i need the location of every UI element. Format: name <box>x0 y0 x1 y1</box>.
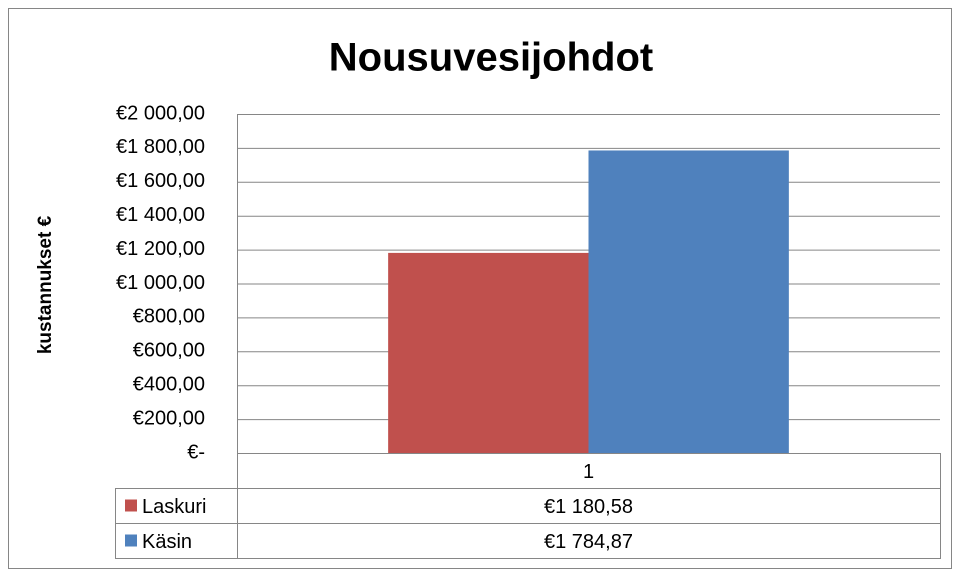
y-tick-label: €- <box>187 441 205 463</box>
y-tick-label: €2 000,00 <box>116 102 205 124</box>
y-tick-label: €1 000,00 <box>116 272 205 294</box>
data-label: €1 180,58 <box>544 496 633 518</box>
legend-swatch <box>125 499 137 512</box>
y-tick-label: €600,00 <box>133 340 205 362</box>
y-tick-label: €400,00 <box>133 373 205 395</box>
legend-label: Käsin <box>142 531 192 553</box>
y-tick-label: €1 200,00 <box>116 238 205 260</box>
legend-swatch <box>125 534 137 547</box>
data-label: €1 784,87 <box>544 531 633 553</box>
legend-label: Laskuri <box>142 496 206 518</box>
bar <box>588 150 789 453</box>
y-tick-label: €1 400,00 <box>116 204 205 226</box>
y-axis-label: kustannukset € <box>35 215 56 354</box>
y-tick-label: €200,00 <box>133 407 205 429</box>
y-tick-label: €1 600,00 <box>116 170 205 192</box>
chart-title: Nousuvesijohdot <box>329 36 653 80</box>
x-tick-label: 1 <box>583 461 594 483</box>
table-cell <box>115 523 238 559</box>
bar <box>388 252 589 453</box>
y-tick-label: €800,00 <box>133 306 205 328</box>
y-tick-label: €1 800,00 <box>116 136 205 158</box>
